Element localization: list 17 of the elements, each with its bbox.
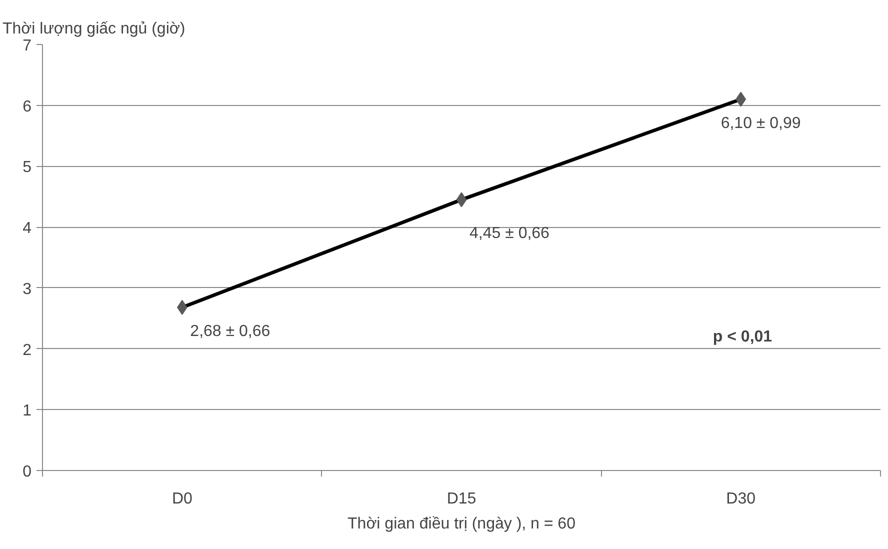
y-tick-label: 6 bbox=[22, 98, 32, 116]
x-tick-label: D15 bbox=[446, 490, 476, 508]
y-axis-title: Thời lượng giấc ngủ (giờ) bbox=[2, 20, 186, 38]
data-label: 2,68 ± 0,66 bbox=[190, 322, 270, 340]
data-label: 4,45 ± 0,66 bbox=[470, 225, 550, 242]
x-tick-label: D30 bbox=[726, 490, 756, 508]
y-tick-label: 4 bbox=[22, 220, 32, 238]
y-tick-label: 1 bbox=[22, 402, 32, 420]
y-tick-label: 5 bbox=[22, 159, 32, 176]
data-label: 6,10 ± 0,99 bbox=[720, 114, 801, 132]
y-tick-label: 3 bbox=[22, 280, 32, 298]
annotation: p < 0,01 bbox=[712, 328, 772, 346]
x-tick-label: D0 bbox=[172, 490, 192, 508]
y-tick-label: 7 bbox=[22, 38, 32, 54]
y-tick-label: 0 bbox=[22, 464, 32, 480]
x-axis-title: Thời gian điều trị (ngày ), n = 60 bbox=[348, 516, 576, 532]
y-tick-label: 2 bbox=[22, 342, 32, 359]
